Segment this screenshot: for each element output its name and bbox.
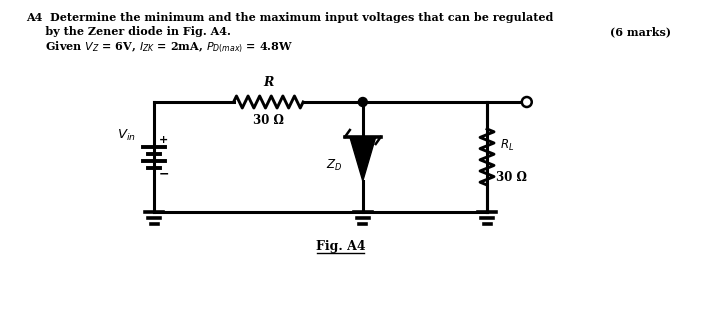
Text: 30 Ω: 30 Ω xyxy=(496,171,527,184)
Text: $Z_D$: $Z_D$ xyxy=(326,158,342,172)
Text: (6 marks): (6 marks) xyxy=(610,26,671,37)
Text: −: − xyxy=(159,167,170,180)
Text: by the Zener diode in Fig. A4.: by the Zener diode in Fig. A4. xyxy=(26,26,231,37)
Circle shape xyxy=(358,98,367,107)
Text: 30 Ω: 30 Ω xyxy=(253,114,284,127)
Text: $R_L$: $R_L$ xyxy=(500,138,515,152)
Text: $V_{in}$: $V_{in}$ xyxy=(117,127,136,143)
Text: A4  Determine the minimum and the maximum input voltages that can be regulated: A4 Determine the minimum and the maximum… xyxy=(26,12,553,23)
Text: Fig. A4: Fig. A4 xyxy=(315,240,365,253)
Circle shape xyxy=(522,97,532,107)
Text: Given $\mathit{V_Z}$ = 6V, $\mathit{I_{ZK}}$ = 2mA, $P_{D(max)}$ = 4.8W: Given $\mathit{V_Z}$ = 6V, $\mathit{I_{Z… xyxy=(26,40,292,55)
Text: R: R xyxy=(263,76,273,89)
Text: +: + xyxy=(159,135,168,145)
Polygon shape xyxy=(350,137,376,181)
